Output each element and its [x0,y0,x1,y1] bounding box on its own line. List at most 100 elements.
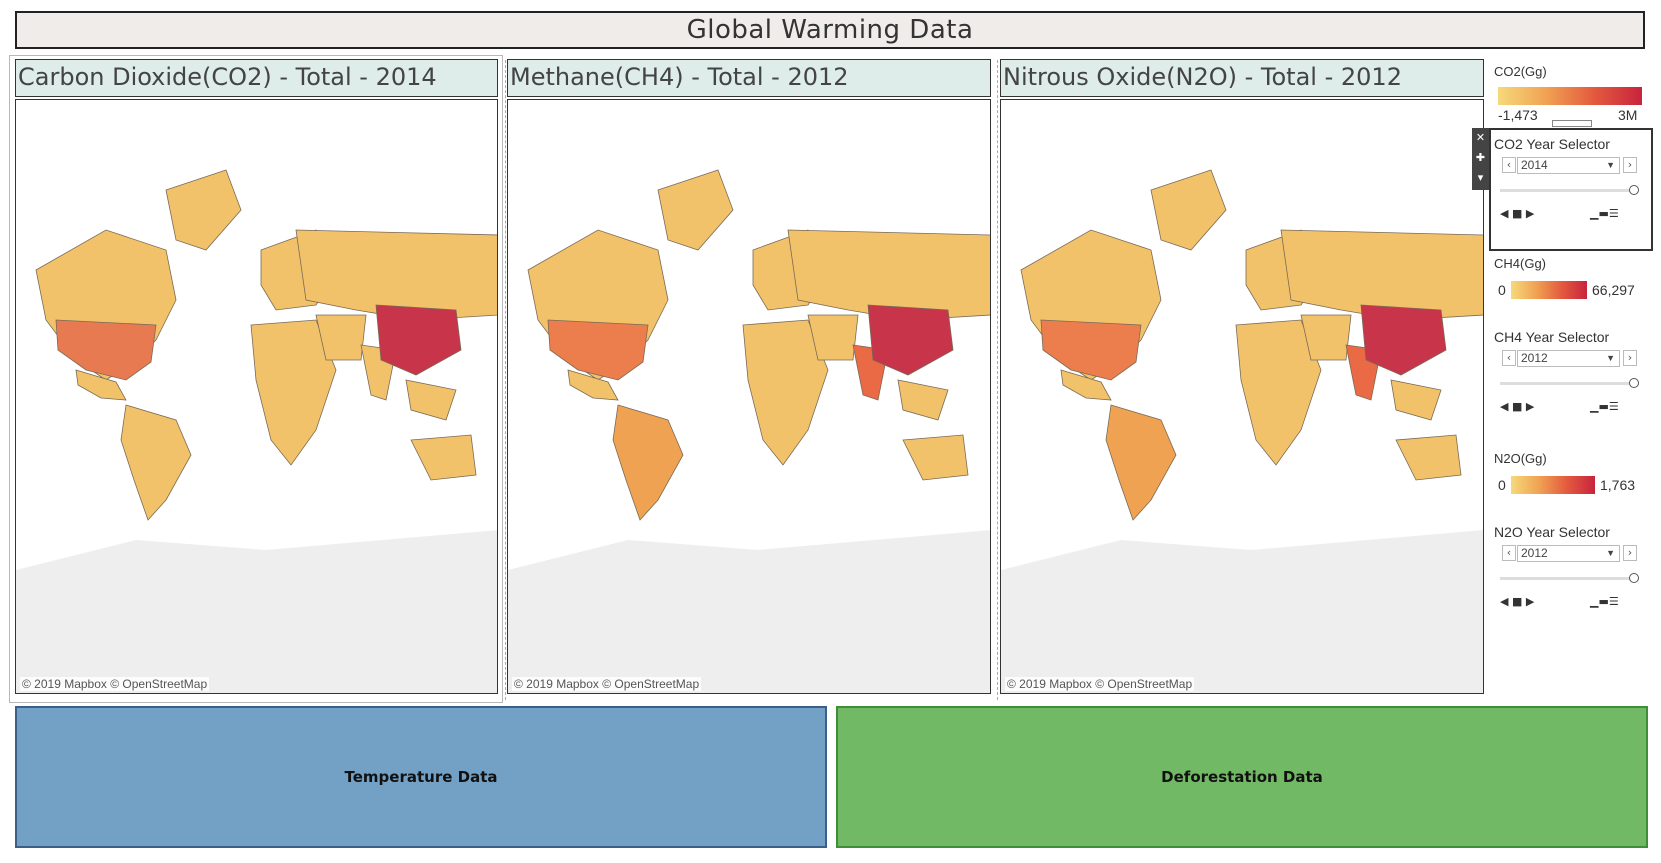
n2o-legend-min: 0 [1498,477,1506,493]
country-antarctica [508,530,990,693]
country-usa[interactable] [55,319,157,381]
country-greenland[interactable] [165,169,242,251]
country-usa[interactable] [1040,319,1142,381]
country-australia[interactable] [902,434,969,481]
n2o-playback-controls[interactable]: ◀ ■ ▶ [1500,595,1534,608]
dashboard-title: Global Warming Data [15,11,1645,49]
pin-icon[interactable]: ✚ [1475,151,1486,164]
country-south-america[interactable] [1105,404,1177,521]
chevron-left-icon[interactable]: ‹ [1502,350,1516,366]
step-forward-icon[interactable]: ▶ [1525,207,1535,220]
country-se-asia[interactable] [897,379,949,421]
step-back-icon[interactable]: ◀ [1500,207,1509,220]
country-south-america[interactable] [612,404,684,521]
chevron-down-icon: ▼ [1606,353,1615,363]
ch4-map[interactable]: © 2019 Mapbox © OpenStreetMap [507,99,991,694]
n2o-year-value: 2012 [1521,546,1548,560]
co2-year-slider[interactable] [1500,189,1636,192]
sheet-divider [997,60,998,700]
n2o-slider-handle[interactable] [1629,573,1639,583]
chevron-down-icon: ▼ [1606,160,1615,170]
step-forward-icon[interactable]: ▶ [1525,595,1535,608]
step-back-icon[interactable]: ◀ [1500,595,1509,608]
map-attribution[interactable]: © 2019 Mapbox © OpenStreetMap [512,677,702,691]
stop-icon[interactable]: ■ [1511,400,1523,413]
stop-icon[interactable]: ■ [1511,207,1523,220]
country-mexico[interactable] [1060,369,1112,401]
n2o-map[interactable]: © 2019 Mapbox © OpenStreetMap [1000,99,1484,694]
co2-world-map[interactable] [16,100,498,694]
co2-legend-title: CO2(Gg) [1494,64,1547,79]
country-antarctica [16,530,497,693]
ch4-legend-min: 0 [1498,282,1506,298]
n2o-legend-title: N2O(Gg) [1494,451,1547,466]
country-se-asia[interactable] [405,379,457,421]
country-usa[interactable] [547,319,649,381]
ch4-year-slider[interactable] [1500,382,1636,385]
chevron-right-icon[interactable]: › [1623,350,1637,366]
country-mexico[interactable] [567,369,619,401]
chevron-right-icon[interactable]: › [1623,157,1637,173]
country-australia[interactable] [410,434,477,481]
speed-icon[interactable]: ▁▬☰ [1590,400,1619,413]
country-greenland[interactable] [1150,169,1227,251]
ch4-map-title: Methane(CH4) - Total - 2012 [507,59,991,97]
co2-year-dropdown[interactable]: 2014 ▼ [1517,157,1620,174]
country-china[interactable] [1360,304,1447,376]
co2-map-title: Carbon Dioxide(CO2) - Total - 2014 [15,59,498,97]
country-mexico[interactable] [75,369,127,401]
ch4-world-map[interactable] [508,100,991,694]
map-attribution[interactable]: © 2019 Mapbox © OpenStreetMap [1005,677,1195,691]
country-south-america[interactable] [120,404,192,521]
co2-year-value: 2014 [1521,158,1548,172]
map-attribution[interactable]: © 2019 Mapbox © OpenStreetMap [20,677,210,691]
country-australia[interactable] [1395,434,1462,481]
n2o-color-ramp [1511,476,1595,494]
n2o-year-slider[interactable] [1500,577,1636,580]
ch4-legend-title: CH4(Gg) [1494,256,1547,271]
chevron-down-icon: ▼ [1606,548,1615,558]
ch4-legend-max: 66,297 [1592,282,1635,298]
sheet-divider [505,60,506,700]
chevron-left-icon[interactable]: ‹ [1502,157,1516,173]
ch4-slider-handle[interactable] [1629,378,1639,388]
co2-selector-title: CO2 Year Selector [1494,136,1610,152]
country-china[interactable] [867,304,954,376]
temperature-data-button[interactable]: Temperature Data [15,706,827,848]
co2-slider-handle[interactable] [1629,185,1639,195]
drag-handle[interactable] [1552,120,1592,127]
floating-toolbar: ✕ ✚ ▾ [1472,128,1489,190]
n2o-selector-title: N2O Year Selector [1494,524,1610,540]
ch4-year-dropdown[interactable]: 2012 ▼ [1517,350,1620,367]
ch4-color-ramp [1511,281,1587,299]
co2-map[interactable]: © 2019 Mapbox © OpenStreetMap [15,99,498,694]
ch4-playback-controls[interactable]: ◀ ■ ▶ [1500,400,1534,413]
stop-icon[interactable]: ■ [1511,595,1523,608]
ch4-selector-title: CH4 Year Selector [1494,329,1610,345]
step-forward-icon[interactable]: ▶ [1525,400,1535,413]
n2o-year-dropdown[interactable]: 2012 ▼ [1517,545,1620,562]
dropdown-icon[interactable]: ▾ [1477,171,1484,184]
country-se-asia[interactable] [1390,379,1442,421]
co2-legend-max: 3M [1618,107,1638,123]
country-greenland[interactable] [657,169,734,251]
country-antarctica [1001,530,1483,693]
country-middle-east[interactable] [315,314,367,361]
country-middle-east[interactable] [1300,314,1352,361]
chevron-left-icon[interactable]: ‹ [1502,545,1516,561]
country-china[interactable] [375,304,462,376]
ch4-year-value: 2012 [1521,351,1548,365]
step-back-icon[interactable]: ◀ [1500,400,1509,413]
country-middle-east[interactable] [807,314,859,361]
chevron-right-icon[interactable]: › [1623,545,1637,561]
deforestation-data-button[interactable]: Deforestation Data [836,706,1648,848]
n2o-world-map[interactable] [1001,100,1484,694]
speed-icon[interactable]: ▁▬☰ [1590,595,1619,608]
speed-icon[interactable]: ▁▬☰ [1590,207,1619,220]
selected-sheet-frame [9,55,503,703]
co2-playback-controls[interactable]: ◀ ■ ▶ [1500,207,1534,220]
n2o-map-title: Nitrous Oxide(N2O) - Total - 2012 [1000,59,1484,97]
close-icon[interactable]: ✕ [1475,131,1486,144]
co2-legend-min: -1,473 [1498,107,1538,123]
n2o-legend-max: 1,763 [1600,477,1636,493]
